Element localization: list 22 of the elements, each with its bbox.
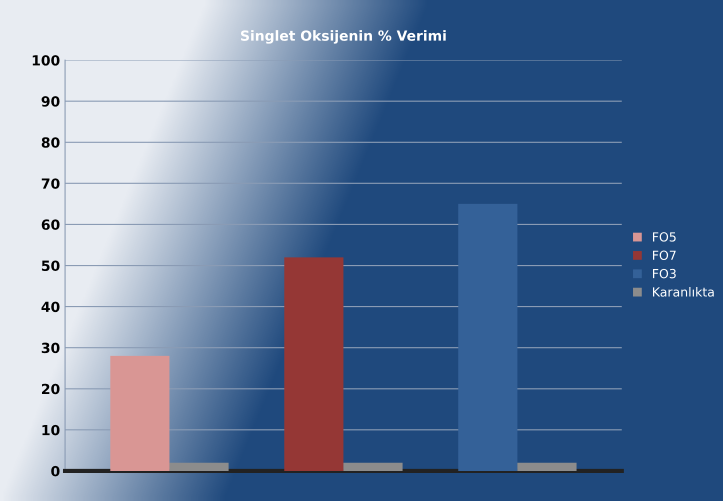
bar <box>458 204 518 471</box>
y-tick-label: 50 <box>42 260 60 272</box>
y-tick-label: 10 <box>42 424 60 436</box>
bar <box>284 257 344 471</box>
chart-title: Singlet Oksijenin % Verimi <box>240 30 446 44</box>
legend-label: FO3 <box>653 268 676 278</box>
bar <box>110 356 170 471</box>
bar <box>169 462 229 471</box>
y-tick-label: 90 <box>42 96 60 107</box>
bar <box>343 462 403 471</box>
legend-label: FO7 <box>653 250 676 260</box>
y-tick-label: 80 <box>42 137 60 148</box>
legend-label: Karanlıkta <box>653 287 714 297</box>
y-tick-label: 0 <box>51 466 60 476</box>
bar <box>517 462 577 471</box>
y-tick-label: 20 <box>42 384 60 394</box>
y-tick-label: 30 <box>42 342 60 354</box>
y-tick-label: 70 <box>42 178 60 189</box>
legend-label: FO5 <box>653 232 676 242</box>
y-tick-label: 60 <box>42 219 60 230</box>
y-tick-label: 40 <box>42 302 60 312</box>
y-tick-label: 100 <box>32 55 60 66</box>
